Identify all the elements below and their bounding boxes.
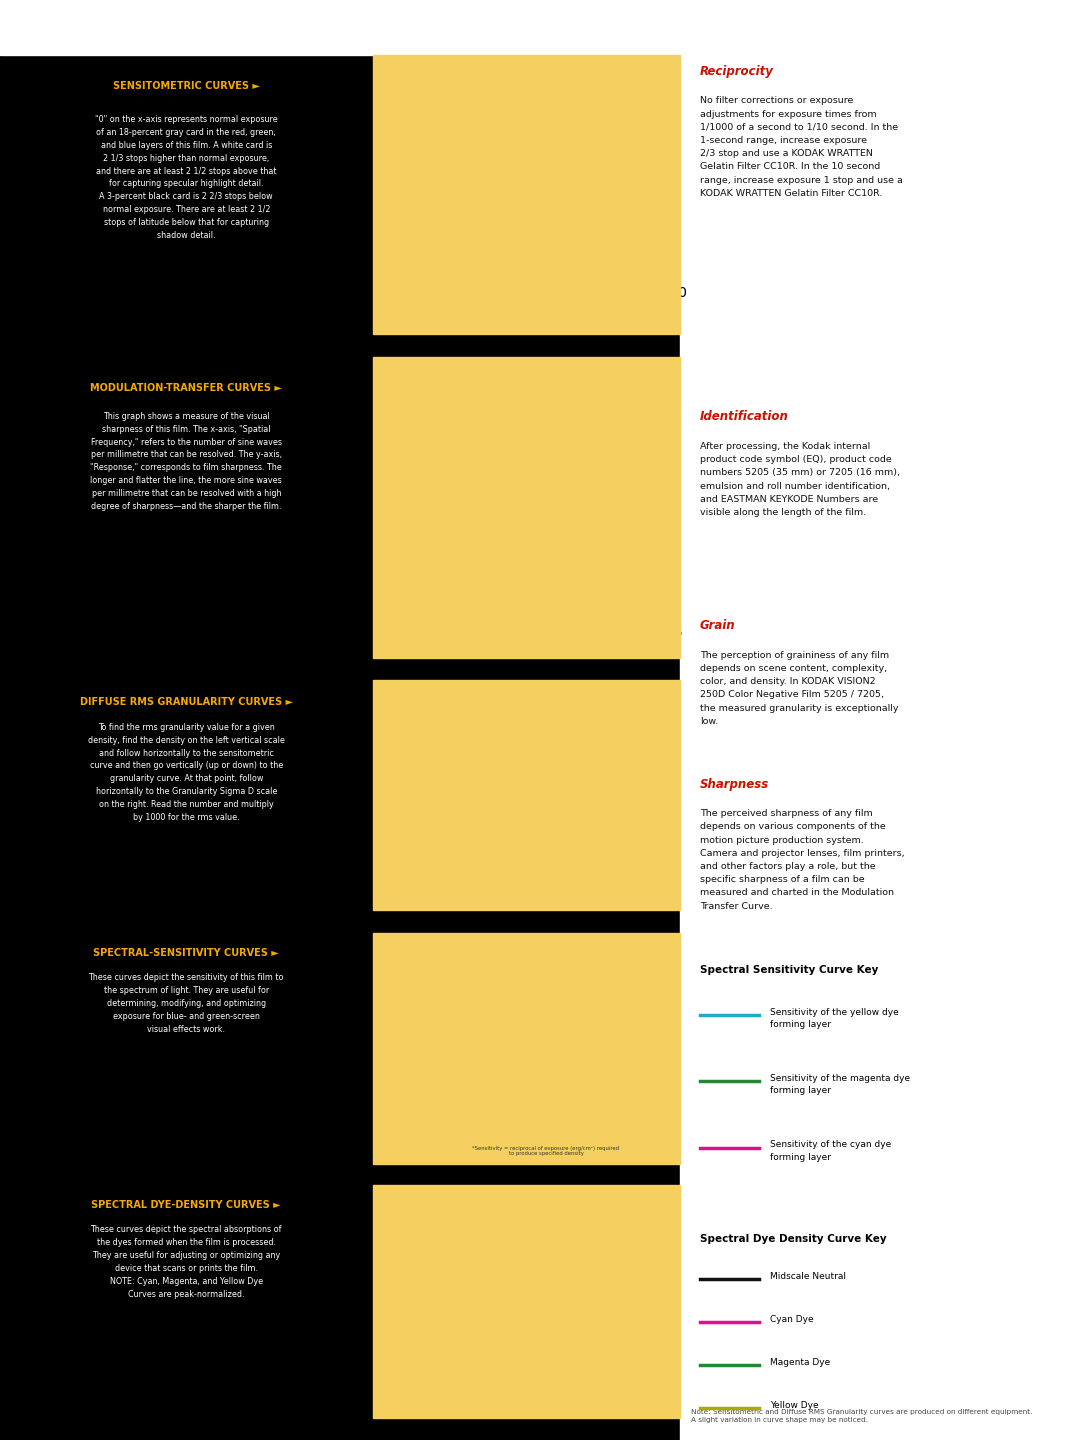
- Text: These curves depict the sensitivity of this film to
the spectrum of light. They : These curves depict the sensitivity of t…: [89, 973, 284, 1034]
- X-axis label: SPATIAL FREQUENCY (cycles/mm): SPATIAL FREQUENCY (cycles/mm): [485, 638, 612, 647]
- Text: Sensitivity of the magenta dye
forming layer: Sensitivity of the magenta dye forming l…: [770, 1074, 910, 1096]
- X-axis label: Camera Stops: Camera Stops: [519, 314, 572, 323]
- Text: Note: Sensitometric and Diffuse RMS Granularity curves are produced on different: Note: Sensitometric and Diffuse RMS Gran…: [691, 1408, 1032, 1423]
- Text: The perception of graininess of any film
depends on scene content, complexity,
c: The perception of graininess of any film…: [700, 651, 899, 726]
- Text: Cyan Dye: Cyan Dye: [770, 1315, 813, 1323]
- X-axis label: WAVELENGTH (nm): WAVELENGTH (nm): [510, 1123, 582, 1133]
- Text: SPECTRAL-SENSITIVITY CURVES ►: SPECTRAL-SENSITIVITY CURVES ►: [94, 948, 279, 958]
- Text: Grain: Grain: [700, 619, 735, 632]
- Text: The perceived sharpness of any film
depends on various components of the
motion : The perceived sharpness of any film depe…: [700, 809, 904, 910]
- Text: Spectral Sensitivity Curve Key: Spectral Sensitivity Curve Key: [700, 965, 878, 975]
- Y-axis label: DENSITY: DENSITY: [399, 778, 407, 809]
- Text: DIFFUSE RMS GRANULARITY CURVES ►: DIFFUSE RMS GRANULARITY CURVES ►: [80, 697, 293, 707]
- Text: SENSITOMETRIC CURVES ►: SENSITOMETRIC CURVES ►: [113, 82, 259, 91]
- X-axis label: LOG EXPOSURE (lux-seconds): LOG EXPOSURE (lux-seconds): [482, 890, 594, 899]
- Text: Sharpness: Sharpness: [700, 778, 769, 791]
- Text: Sensitivity of the yellow dye
forming layer: Sensitivity of the yellow dye forming la…: [770, 1008, 899, 1030]
- Text: *Sensitivity = reciprocal of exposure (erg/cm²) required
to produce specified de: *Sensitivity = reciprocal of exposure (e…: [472, 1146, 620, 1156]
- Text: Reciprocity: Reciprocity: [700, 65, 773, 78]
- Text: This graph shows a measure of the visual
sharpness of this film. The x-axis, "Sp: This graph shows a measure of the visual…: [91, 412, 282, 511]
- Text: SPECTRAL DYE-DENSITY CURVES ►: SPECTRAL DYE-DENSITY CURVES ►: [92, 1200, 281, 1210]
- Text: These curves depict the spectral absorptions of
the dyes formed when the film is: These curves depict the spectral absorpt…: [91, 1225, 282, 1299]
- Y-axis label: RESPONSE (%): RESPONSE (%): [392, 481, 401, 536]
- Text: Yellow Dye: Yellow Dye: [770, 1401, 819, 1410]
- Text: MODULATION-TRANSFER CURVES ►: MODULATION-TRANSFER CURVES ►: [91, 383, 282, 393]
- Text: Spectral Dye Density Curve Key: Spectral Dye Density Curve Key: [700, 1234, 887, 1244]
- X-axis label: WAVELENGTH (nm): WAVELENGTH (nm): [510, 1392, 582, 1403]
- Text: Midscale Neutral: Midscale Neutral: [770, 1272, 846, 1280]
- Text: After processing, the Kodak internal
product code symbol (EQ), product code
numb: After processing, the Kodak internal pro…: [700, 442, 900, 517]
- Text: No filter corrections or exposure
adjustments for exposure times from
1/1000 of : No filter corrections or exposure adjust…: [700, 96, 903, 197]
- Y-axis label: LOG SENSITIVITY: LOG SENSITIVITY: [396, 1009, 405, 1073]
- Y-axis label: Granularity SIGMA D: Granularity SIGMA D: [671, 762, 675, 825]
- X-axis label: LOG EXPOSURE (lux-seconds): LOG EXPOSURE (lux-seconds): [489, 68, 603, 76]
- Y-axis label: DIFFUSE SPECTRAL DENSITY: DIFFUSE SPECTRAL DENSITY: [396, 1251, 405, 1359]
- Text: Sensitivity of the cyan dye
forming layer: Sensitivity of the cyan dye forming laye…: [770, 1140, 891, 1162]
- Text: Magenta Dye: Magenta Dye: [770, 1358, 831, 1367]
- Text: To find the rms granularity value for a given
density, find the density on the l: To find the rms granularity value for a …: [87, 723, 285, 822]
- Y-axis label: DENSITY: DENSITY: [399, 179, 407, 212]
- Text: "0" on the x-axis represents normal exposure
of an 18-percent gray card in the r: "0" on the x-axis represents normal expo…: [95, 115, 278, 240]
- Text: Identification: Identification: [700, 410, 788, 423]
